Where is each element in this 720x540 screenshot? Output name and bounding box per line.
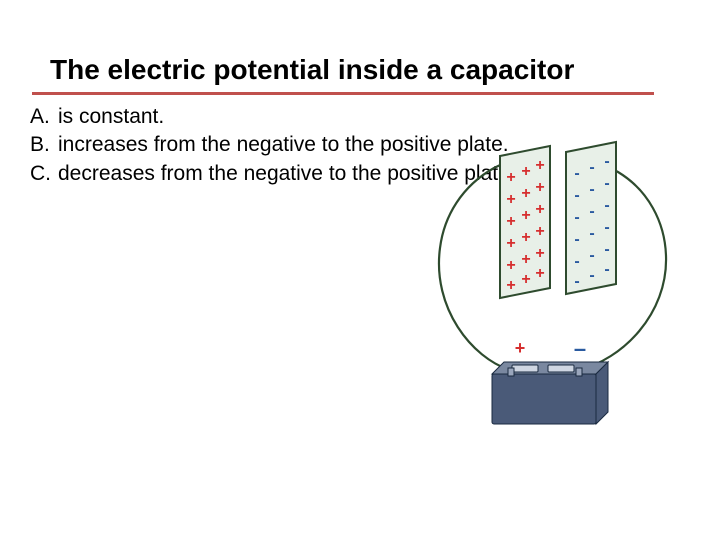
- capacitor-svg: +++ +++ +++ +++ +++ +++ --- --- --- --- …: [422, 138, 682, 438]
- svg-text:+: +: [506, 169, 515, 186]
- svg-text:-: -: [604, 153, 609, 170]
- svg-text:+: +: [521, 163, 530, 180]
- svg-text:-: -: [589, 159, 594, 176]
- svg-text:-: -: [604, 197, 609, 214]
- svg-text:+: +: [535, 223, 544, 240]
- svg-text:-: -: [574, 231, 579, 248]
- svg-text:-: -: [604, 175, 609, 192]
- svg-text:–: –: [574, 336, 586, 361]
- svg-text:+: +: [535, 157, 544, 174]
- svg-text:-: -: [604, 261, 609, 278]
- svg-text:+: +: [521, 185, 530, 202]
- svg-text:-: -: [574, 273, 579, 290]
- svg-text:-: -: [589, 225, 594, 242]
- svg-text:+: +: [506, 235, 515, 252]
- svg-text:+: +: [506, 191, 515, 208]
- svg-text:+: +: [521, 229, 530, 246]
- svg-text:-: -: [574, 253, 579, 270]
- svg-text:+: +: [506, 213, 515, 230]
- option-letter: A.: [30, 103, 58, 131]
- option-a: A. is constant.: [30, 103, 690, 131]
- svg-text:+: +: [521, 207, 530, 224]
- svg-text:+: +: [521, 271, 530, 288]
- option-letter: B.: [30, 131, 58, 159]
- svg-text:+: +: [535, 265, 544, 282]
- svg-text:-: -: [574, 165, 579, 182]
- svg-text:-: -: [589, 203, 594, 220]
- capacitor-figure: +++ +++ +++ +++ +++ +++ --- --- --- --- …: [422, 138, 682, 438]
- svg-text:-: -: [574, 209, 579, 226]
- svg-text:-: -: [589, 247, 594, 264]
- svg-text:+: +: [521, 251, 530, 268]
- option-letter: C.: [30, 160, 58, 188]
- svg-text:+: +: [535, 245, 544, 262]
- option-text: is constant.: [58, 103, 608, 131]
- svg-text:-: -: [589, 181, 594, 198]
- svg-text:+: +: [535, 201, 544, 218]
- svg-text:+: +: [506, 257, 515, 274]
- svg-text:+: +: [506, 277, 515, 294]
- svg-text:-: -: [574, 187, 579, 204]
- svg-text:-: -: [604, 241, 609, 258]
- slide-title: The electric potential inside a capacito…: [50, 54, 690, 86]
- svg-text:+: +: [515, 338, 526, 358]
- svg-text:-: -: [589, 267, 594, 284]
- title-underline: [32, 92, 654, 95]
- svg-text:-: -: [604, 219, 609, 236]
- slide-container: The electric potential inside a capacito…: [0, 0, 720, 540]
- svg-text:+: +: [535, 179, 544, 196]
